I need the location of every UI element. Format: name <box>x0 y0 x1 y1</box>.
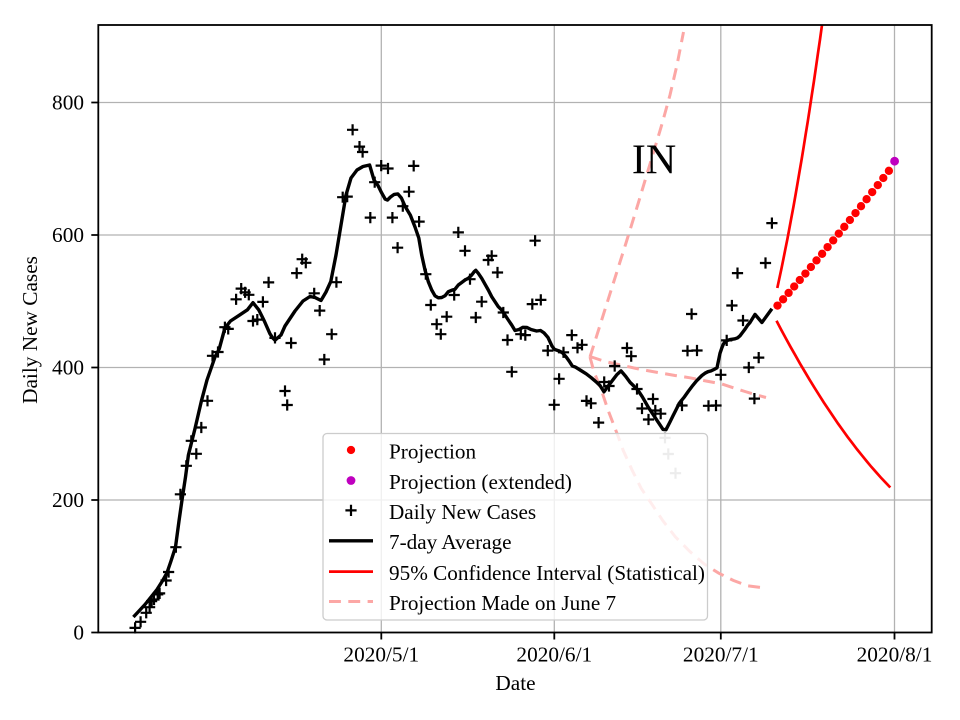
svg-text:0: 0 <box>73 621 84 645</box>
svg-text:Projection Made on June 7: Projection Made on June 7 <box>389 591 616 615</box>
svg-text:400: 400 <box>52 356 84 380</box>
svg-text:Projection (extended): Projection (extended) <box>389 470 572 494</box>
svg-text:Projection: Projection <box>389 439 476 463</box>
svg-text:2020/7/1: 2020/7/1 <box>683 643 759 667</box>
svg-text:Daily New Cases: Daily New Cases <box>389 500 536 524</box>
svg-text:Date: Date <box>495 671 535 695</box>
svg-text:600: 600 <box>52 223 84 247</box>
svg-text:95% Confidence Interval (Stati: 95% Confidence Interval (Statistical) <box>389 561 705 585</box>
svg-text:Daily New Cases: Daily New Cases <box>18 256 42 404</box>
svg-text:2020/8/1: 2020/8/1 <box>857 643 933 667</box>
svg-text:2020/5/1: 2020/5/1 <box>343 643 419 667</box>
svg-text:2020/6/1: 2020/6/1 <box>516 643 592 667</box>
svg-text:800: 800 <box>52 91 84 115</box>
svg-text:7-day Average: 7-day Average <box>389 530 512 554</box>
svg-text:200: 200 <box>52 488 84 512</box>
svg-text:IN: IN <box>632 138 676 184</box>
